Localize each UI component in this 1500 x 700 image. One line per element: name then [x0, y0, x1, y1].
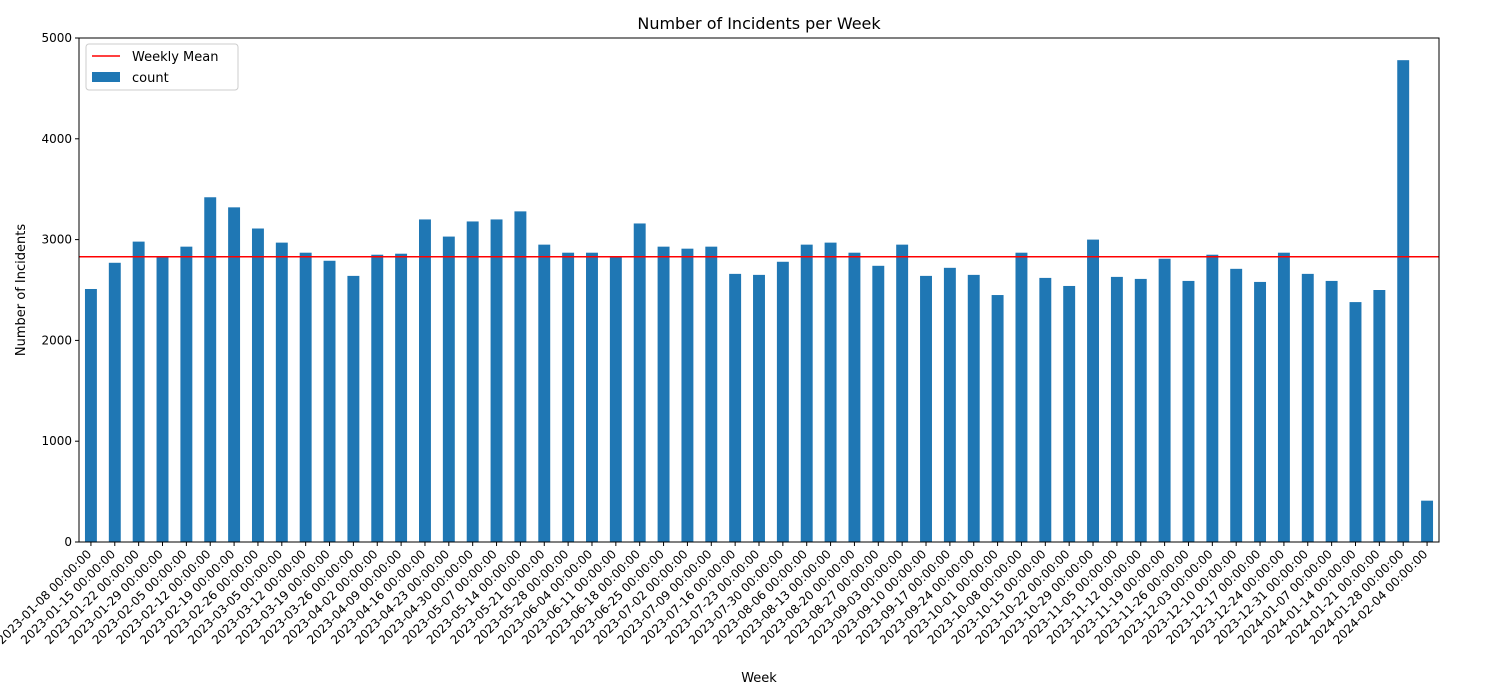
- bar: [132, 241, 145, 542]
- bar: [1373, 290, 1386, 542]
- bar: [705, 246, 718, 542]
- bar: [1349, 302, 1362, 542]
- y-tick-label: 0: [64, 535, 72, 549]
- bar: [514, 211, 527, 542]
- y-tick-label: 3000: [41, 233, 72, 247]
- bar: [347, 275, 360, 542]
- bar: [1277, 252, 1290, 543]
- bar: [776, 261, 789, 542]
- bar: [538, 244, 551, 542]
- bar: [395, 253, 408, 542]
- bar: [991, 295, 1004, 542]
- bar: [967, 274, 980, 542]
- y-axis-label: Number of Incidents: [14, 224, 29, 356]
- bar: [156, 256, 169, 542]
- bar: [1110, 276, 1123, 542]
- legend: Weekly Mean count: [85, 43, 239, 91]
- bar: [299, 252, 312, 543]
- bar: [1134, 278, 1147, 542]
- bar: [1039, 277, 1052, 542]
- legend-count-label: count: [132, 71, 169, 86]
- bar: [275, 242, 288, 542]
- bar: [228, 207, 241, 542]
- bar: [1206, 254, 1219, 542]
- bar: [1063, 285, 1076, 542]
- bar: [920, 275, 932, 542]
- bar: [323, 260, 336, 542]
- bar: [1254, 281, 1267, 542]
- bar: [490, 219, 503, 542]
- bar: [419, 219, 431, 542]
- legend-count-swatch: [92, 72, 120, 82]
- bar: [108, 262, 121, 542]
- bar: [371, 254, 384, 542]
- y-tick-label: 5000: [41, 31, 72, 45]
- bar: [609, 256, 622, 542]
- x-axis-label: Week: [741, 671, 777, 686]
- bar: [1325, 280, 1338, 542]
- bar: [442, 236, 455, 543]
- bar: [84, 288, 97, 542]
- bar: [729, 273, 742, 542]
- bar: [1087, 239, 1099, 542]
- bar: [824, 242, 837, 542]
- bar: [1397, 60, 1410, 543]
- bar: [872, 265, 885, 542]
- bar: [1301, 273, 1314, 542]
- bar: [633, 223, 646, 543]
- legend-box: [85, 43, 239, 91]
- y-tick-label: 1000: [41, 434, 72, 448]
- bar: [204, 197, 217, 543]
- bar: [681, 248, 694, 542]
- bar: [1230, 268, 1243, 542]
- y-tick-label: 2000: [41, 333, 72, 347]
- chart-title: Number of Incidents per Week: [637, 14, 881, 33]
- bar: [848, 252, 861, 543]
- bar: [943, 267, 956, 542]
- bar: [586, 252, 598, 543]
- legend-mean-label: Weekly Mean: [132, 50, 218, 65]
- bar: [1182, 280, 1195, 542]
- bar: [251, 228, 264, 542]
- bar: [800, 244, 813, 542]
- bar: [657, 246, 670, 542]
- bar: [180, 246, 193, 542]
- bar: [466, 221, 479, 542]
- bar: [1158, 258, 1171, 542]
- bar: [896, 244, 909, 542]
- bar: [1015, 252, 1028, 543]
- bar: [562, 252, 575, 543]
- bar: [1421, 500, 1434, 542]
- y-tick-label: 4000: [41, 132, 72, 146]
- bar: [753, 274, 765, 542]
